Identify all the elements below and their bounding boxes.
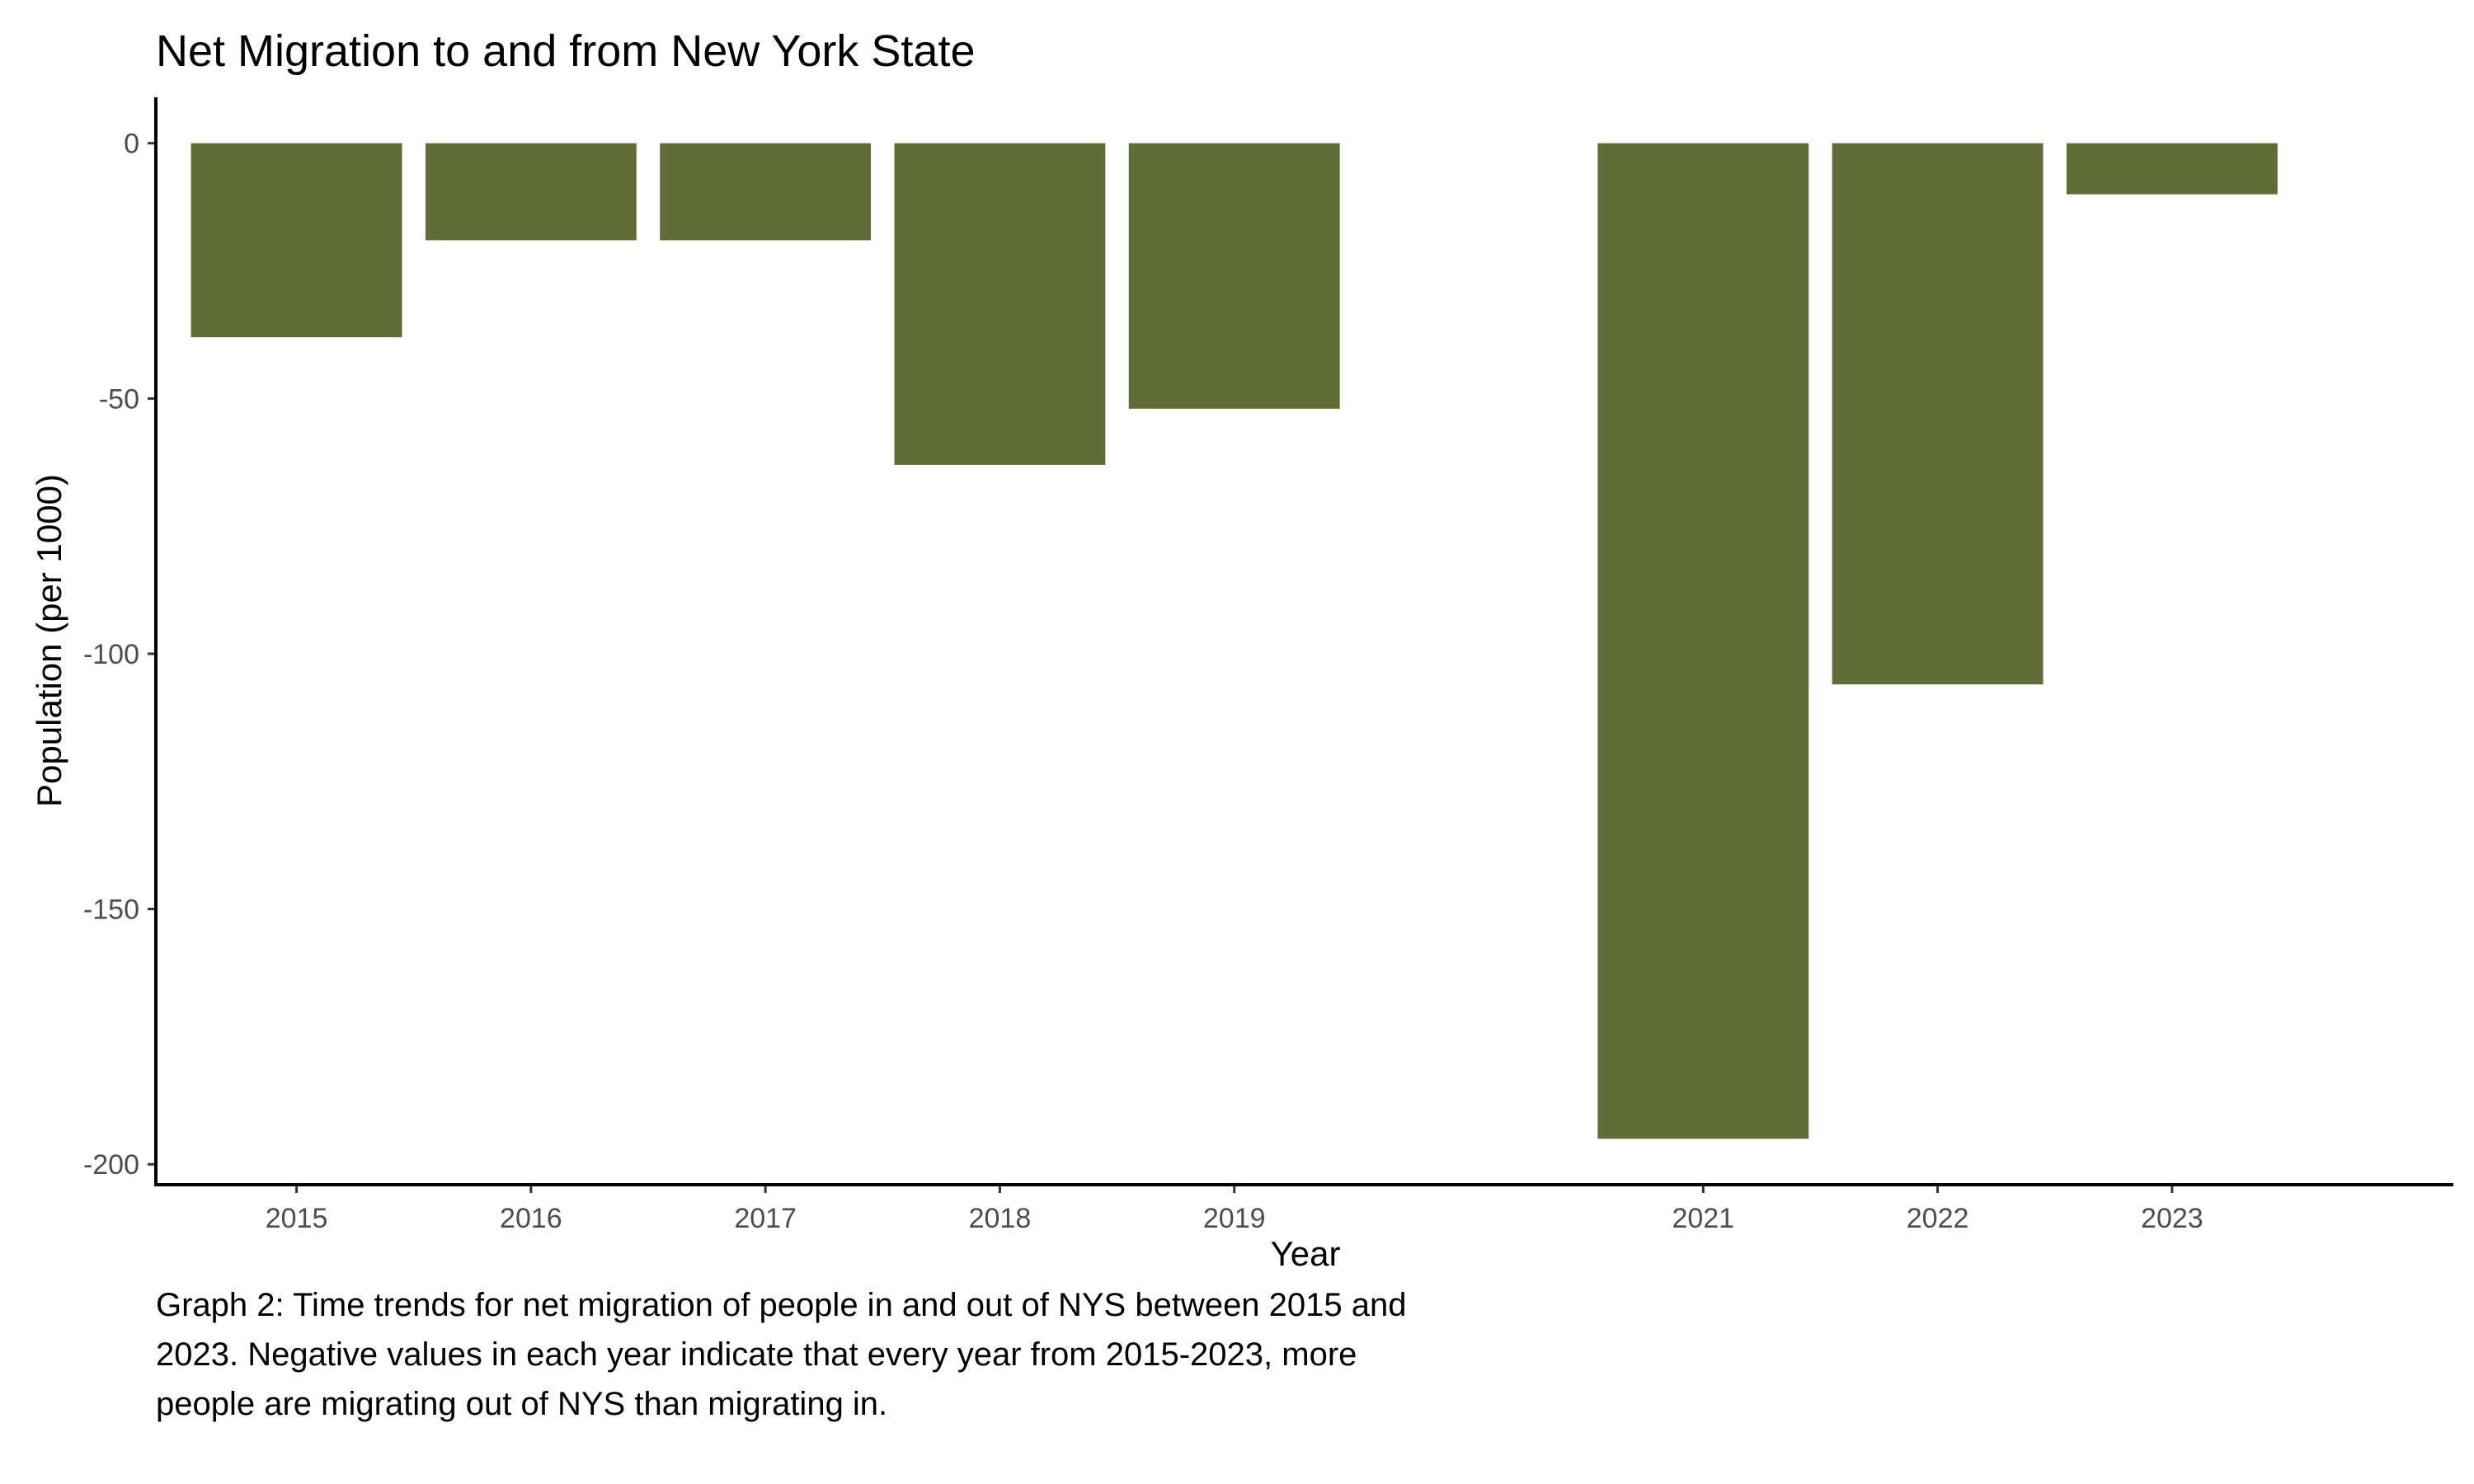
x-axis-title: Year	[1271, 1234, 1341, 1273]
x-tick-label: 2019	[1203, 1203, 1266, 1234]
x-tick-label: 2022	[1907, 1203, 1969, 1234]
y-axis-ticks: 0 -50 -100 -150 -200	[83, 129, 156, 1181]
x-axis-ticks: 2015 2016 2017 2018 2019 2021 2022 2023	[266, 1185, 2204, 1234]
y-tick-label: -50	[99, 383, 139, 415]
bar-2022	[1832, 143, 2044, 685]
y-axis-title: Population (per 1000)	[30, 474, 68, 807]
bar-2021	[1597, 143, 1809, 1139]
y-tick-label: 0	[124, 129, 139, 160]
chart-title: Net Migration to and from New York State	[156, 26, 976, 76]
y-tick-label: -150	[83, 895, 139, 926]
bar-2017	[660, 143, 872, 241]
x-tick-label: 2015	[266, 1203, 328, 1234]
bar-2018	[894, 143, 1106, 465]
x-tick-label: 2017	[734, 1203, 797, 1234]
x-tick-label: 2023	[2141, 1203, 2204, 1234]
bar-2015	[190, 143, 402, 338]
bars-group	[190, 143, 2278, 1139]
figure-caption: Graph 2: Time trends for net migration o…	[156, 1287, 1407, 1422]
bar-2016	[425, 143, 637, 241]
x-tick-label: 2016	[500, 1203, 562, 1234]
x-tick-label: 2018	[969, 1203, 1032, 1234]
x-tick-label: 2021	[1672, 1203, 1734, 1234]
bar-2023	[2066, 143, 2278, 195]
y-tick-label: -100	[83, 639, 139, 670]
bar-2019	[1128, 143, 1340, 409]
y-tick-label: -200	[83, 1149, 139, 1181]
